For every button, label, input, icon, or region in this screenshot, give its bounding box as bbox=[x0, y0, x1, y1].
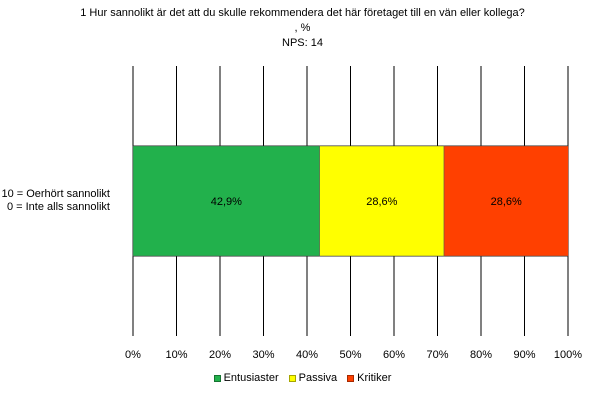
x-tick-label-3: 30% bbox=[252, 349, 274, 361]
x-tick-label-10: 100% bbox=[554, 349, 582, 361]
x-tick-label-4: 40% bbox=[296, 349, 318, 361]
legend-swatch-entusiaster bbox=[213, 374, 221, 382]
chart-title: 1 Hur sannolikt är det att du skulle rek… bbox=[80, 7, 525, 19]
legend-item-kritiker: Kritiker bbox=[347, 372, 391, 384]
legend-item-entusiaster: Entusiaster bbox=[213, 372, 279, 384]
legend-label-kritiker: Kritiker bbox=[357, 372, 392, 384]
data-label-passiva: 28,6% bbox=[366, 196, 397, 208]
x-tick-label-1: 10% bbox=[165, 349, 187, 361]
category-label-line-1: 0 = Inte alls sannolikt bbox=[7, 201, 110, 213]
x-tick-label-2: 20% bbox=[209, 349, 231, 361]
x-tick-label-5: 50% bbox=[339, 349, 361, 361]
data-label-kritiker: 28,6% bbox=[491, 196, 522, 208]
x-tick-label-6: 60% bbox=[383, 349, 405, 361]
chart-title-block: 1 Hur sannolikt är det att du skulle rek… bbox=[0, 6, 605, 51]
x-tick-label-0: 0% bbox=[125, 349, 141, 361]
legend-label-entusiaster: Entusiaster bbox=[223, 372, 279, 384]
nps-label: NPS: 14 bbox=[282, 37, 323, 49]
category-label-line-0: 10 = Oerhört sannolikt bbox=[1, 188, 110, 200]
x-tick-label-8: 80% bbox=[470, 349, 492, 361]
bar-passiva bbox=[319, 145, 445, 257]
legend-swatch-kritiker bbox=[347, 374, 355, 382]
data-label-entusiaster: 42,9% bbox=[211, 196, 242, 208]
legend-swatch-passiva bbox=[288, 374, 296, 382]
x-tick-label-7: 70% bbox=[426, 349, 448, 361]
chart-legend: Entusiaster Passiva Kritiker bbox=[0, 372, 605, 384]
bar-kritiker bbox=[443, 145, 569, 257]
legend-label-passiva: Passiva bbox=[298, 372, 338, 384]
legend-item-passiva: Passiva bbox=[288, 372, 338, 384]
x-tick-label-9: 90% bbox=[513, 349, 535, 361]
bar-entusiaster bbox=[132, 145, 320, 257]
chart-subtitle: , % bbox=[294, 22, 311, 34]
